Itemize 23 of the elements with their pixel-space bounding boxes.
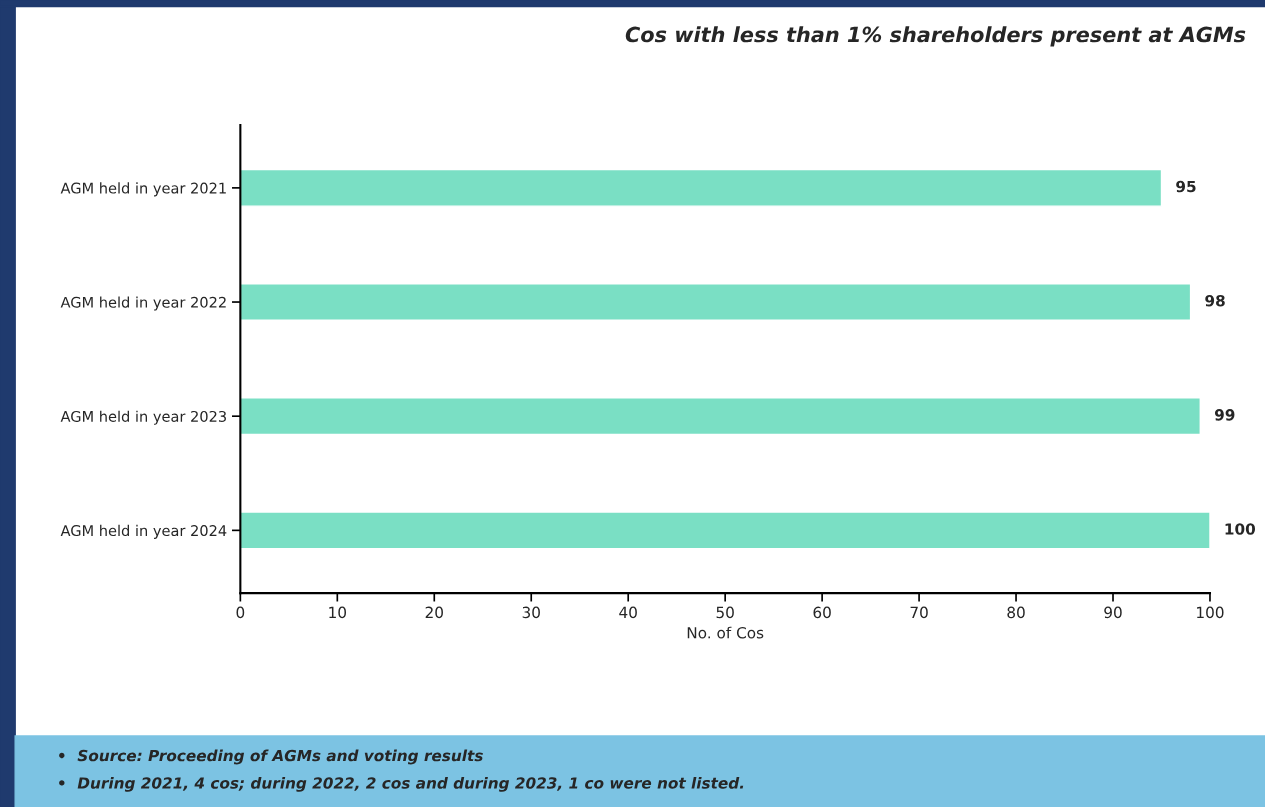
x-tick-label: 0 [236, 606, 245, 619]
x-tick-label: 10 [329, 606, 347, 619]
x-tick-label: 90 [1104, 606, 1122, 619]
y-tick-label: AGM held in year 2021 [60, 182, 226, 197]
y-tick-label: AGM held in year 2022 [60, 296, 226, 311]
x-tick-label: 80 [1007, 606, 1025, 619]
data-label: 95 [1176, 180, 1196, 193]
chart-title: Cos with less than 1% shareholders present at AGMs [625, 26, 1246, 47]
text: • Source: Proceeding of AGMs and voting results [59, 749, 483, 765]
x-tick-label: 20 [425, 606, 443, 619]
x-tick-label: 40 [619, 606, 637, 619]
data-label: 100 [1225, 523, 1256, 535]
x-tick-label: 30 [522, 606, 540, 619]
data-label: 98 [1205, 294, 1225, 307]
x-tick-label: 50 [716, 606, 734, 619]
x-axis-title: No. of Cos [687, 626, 764, 639]
x-tick-label: 70 [910, 606, 928, 619]
y-tick-label: AGM held in year 2024 [60, 524, 227, 539]
y-tick-label: AGM held in year 2023 [60, 410, 226, 425]
x-tick-label: 100 [1197, 606, 1224, 619]
x-tick-label: 60 [813, 606, 831, 619]
text: • During 2021, 4 cos; during 2022, 2 cos and during 2023, 1 co were not listed. [59, 776, 744, 792]
data-label: 99 [1214, 409, 1235, 421]
